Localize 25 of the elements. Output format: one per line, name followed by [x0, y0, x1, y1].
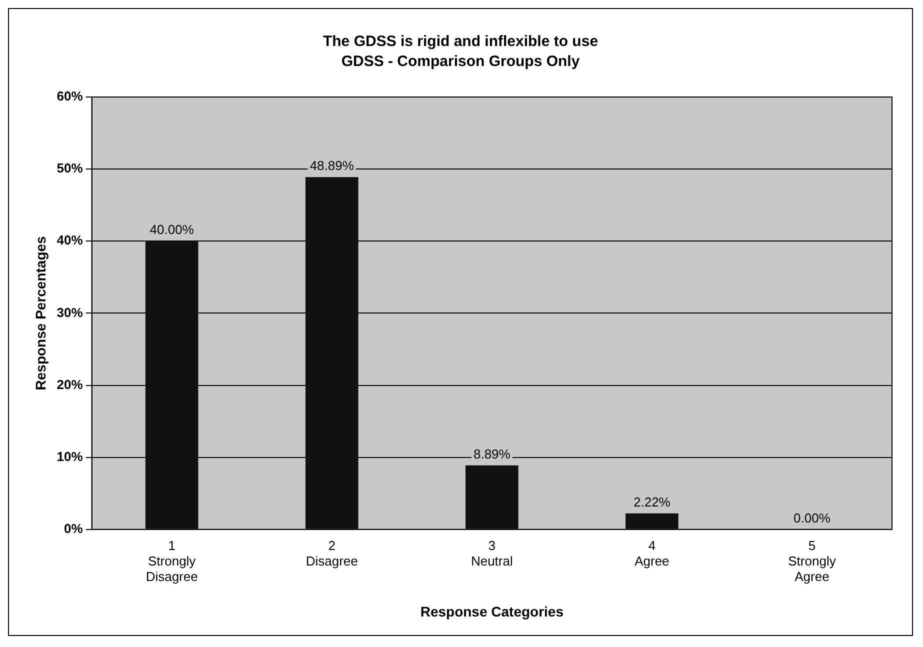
data-label: 48.89% — [310, 158, 354, 174]
x-tick-label: 3 Neutral — [470, 538, 513, 568]
y-tick-label: 10% — [56, 448, 84, 464]
x-axis-title: Response Categories — [420, 603, 564, 620]
bar — [466, 465, 518, 529]
chart-subtitle: GDSS - Comparison Groups Only — [341, 53, 580, 70]
bar — [626, 513, 678, 529]
bar — [145, 241, 198, 529]
x-tick-label: 4 Agree — [634, 538, 670, 568]
chart-title: The GDSS is rigid and inflexible to use — [322, 33, 598, 50]
y-tick-label: 0% — [64, 520, 84, 536]
x-tick-label: 5 Strongly Agree — [788, 538, 836, 584]
data-label: 8.89% — [473, 446, 511, 462]
y-axis-title: Response Percentages — [32, 236, 48, 390]
y-tick-label: 20% — [56, 376, 84, 392]
data-label: 0.00% — [794, 510, 831, 526]
y-tick-label: 50% — [56, 160, 84, 176]
x-tick-label: 2 Disagree — [306, 538, 358, 568]
y-tick-label: 30% — [56, 304, 84, 320]
y-tick-label: 60% — [56, 88, 84, 104]
y-tick-label: 40% — [56, 232, 84, 248]
data-label: 2.22% — [634, 494, 671, 510]
x-tick-label: 1 Strongly Disagree — [146, 538, 198, 584]
bar — [305, 177, 358, 529]
data-label: 40.00% — [150, 222, 194, 238]
